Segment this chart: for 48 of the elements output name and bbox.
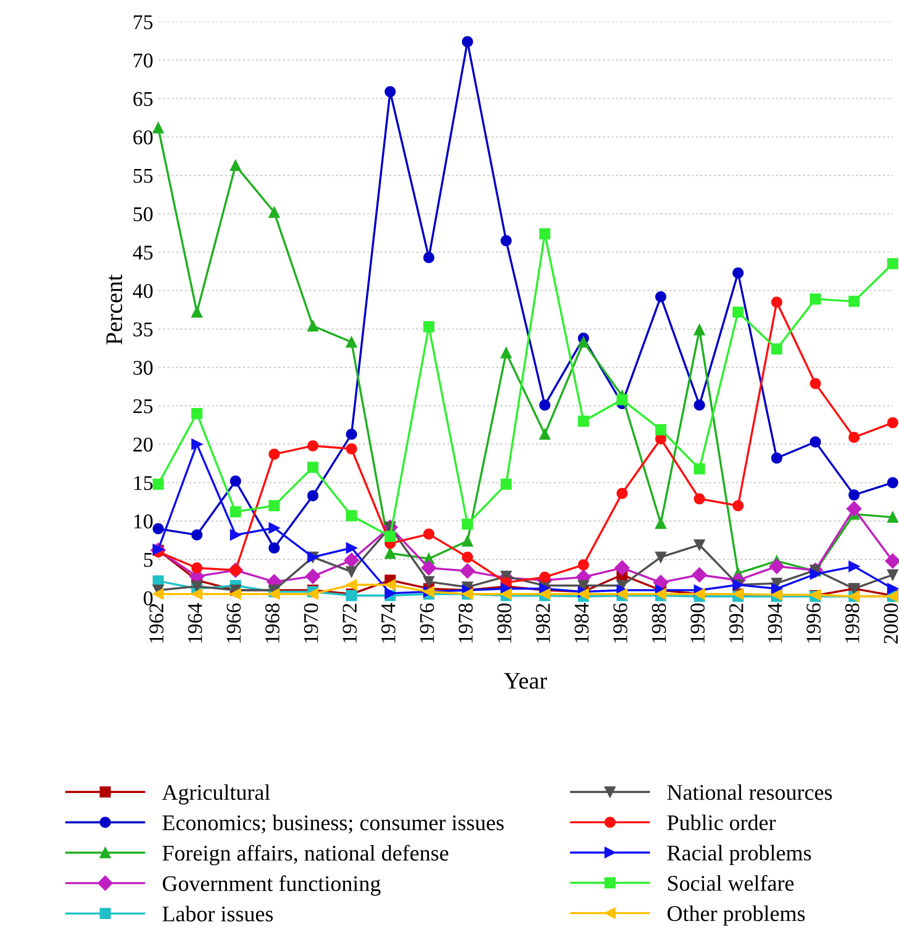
- y-tick-label: 25: [133, 399, 153, 414]
- y-tick-label: 35: [134, 322, 153, 336]
- x-tick-label: 1970: [304, 604, 318, 643]
- y-tick-label: 5: [144, 553, 153, 567]
- y-axis-title: Percent: [106, 274, 122, 345]
- x-tick-label: 1966: [226, 603, 241, 643]
- y-tick-label: 55: [134, 168, 153, 183]
- legend-label: National resources: [667, 784, 832, 800]
- y-tick-label: 60: [133, 130, 153, 144]
- legend-label: Foreign affairs, national defense: [162, 844, 448, 866]
- x-axis-title: Year: [504, 673, 548, 689]
- legend-label: Public order: [667, 814, 776, 830]
- x-tick-label: 1978: [458, 604, 473, 643]
- legend-label: Social welfare: [668, 874, 794, 891]
- x-tick-label: 1968: [265, 604, 280, 643]
- x-tick-label: 1990: [690, 604, 705, 643]
- x-tick-label: 1982: [536, 604, 550, 643]
- x-tick-label: 1962: [149, 604, 164, 643]
- y-tick-label: 70: [134, 54, 153, 68]
- y-tick-label: 50: [134, 207, 153, 222]
- x-tick-label: 1996: [806, 603, 821, 643]
- x-tick-label: 1992: [729, 604, 744, 643]
- x-tick-label: 1994: [768, 603, 782, 643]
- y-tick-label: 40: [132, 284, 153, 298]
- y-tick-label: 75: [134, 15, 153, 30]
- x-tick-label: 1980: [497, 604, 512, 643]
- x-tick-label: 1986: [613, 603, 628, 643]
- y-tick-label: 0: [144, 591, 153, 606]
- legend-label: Economics; business; consumer issues: [162, 814, 504, 834]
- legend-label: Labor issues: [162, 906, 273, 922]
- y-tick-label: 10: [134, 514, 153, 528]
- x-tick-label: 1988: [652, 604, 666, 643]
- x-tick-label: 1976: [420, 603, 434, 643]
- x-tick-label: 1984: [574, 603, 589, 643]
- x-tick-label: 1972: [342, 604, 357, 643]
- y-tick-label: 45: [132, 246, 153, 260]
- y-tick-label: 20: [133, 438, 153, 452]
- y-tick-label: 30: [134, 360, 153, 375]
- legend-label: Government functioning: [162, 875, 381, 896]
- x-tick-label: 1998: [845, 604, 860, 643]
- legend-label: Other problems: [668, 905, 805, 926]
- x-tick-label: 1974: [381, 603, 396, 643]
- y-tick-label: 15: [134, 476, 153, 490]
- legend-label: Agricultural: [162, 784, 270, 805]
- y-tick-label: 65: [133, 92, 153, 106]
- legend-label: Racial problems: [667, 844, 811, 866]
- x-tick-label: 2000: [884, 604, 898, 644]
- x-tick-label: 1964: [188, 603, 202, 643]
